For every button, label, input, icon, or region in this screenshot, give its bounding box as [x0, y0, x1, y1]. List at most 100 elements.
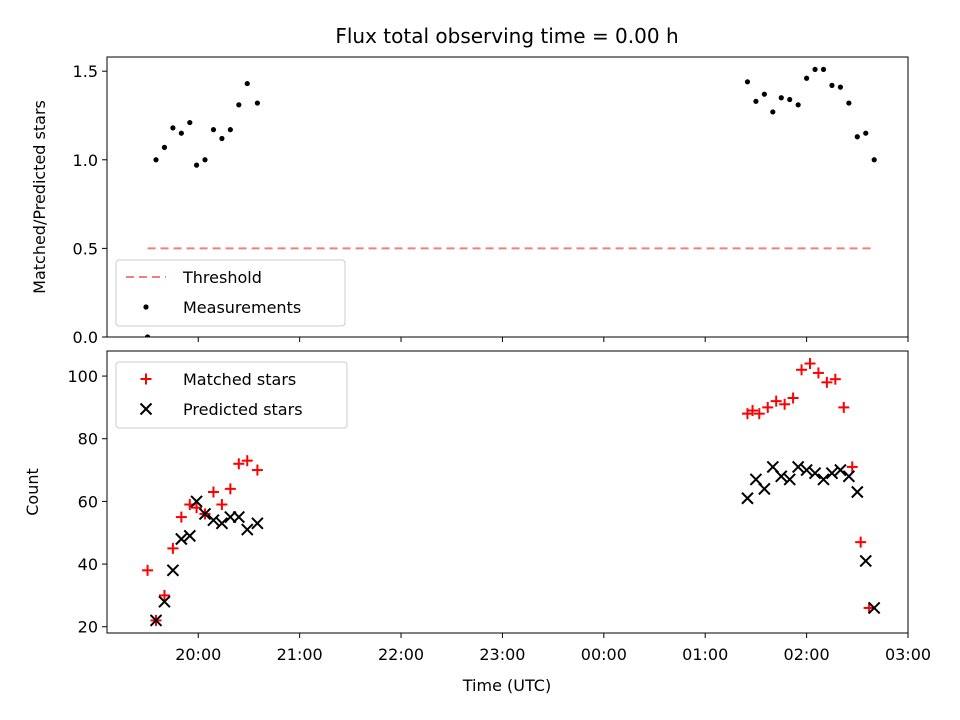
measurement-point [161, 144, 168, 150]
measurement-point [787, 96, 793, 103]
predicted-star-point [842, 470, 856, 483]
y-axis-title: Count [23, 468, 42, 516]
plot-area [142, 358, 881, 627]
predicted-star-point [800, 463, 813, 477]
legend-swatch [143, 304, 149, 310]
x-tick-label: 23:00 [479, 645, 525, 664]
predicted-star-point [158, 595, 171, 608]
matched-star-point [838, 401, 850, 413]
legend-swatch [140, 373, 152, 385]
measurement-point [770, 109, 776, 115]
measurement-point [202, 157, 208, 163]
matched-star-point [787, 392, 799, 404]
matched-star-point [812, 367, 824, 379]
measurement-point [193, 162, 200, 168]
measurement-point [846, 100, 852, 106]
legend-swatch [139, 402, 153, 416]
matched-star-point [829, 373, 841, 385]
y-tick-label: 20 [78, 618, 98, 637]
predicted-star-point [149, 614, 163, 627]
measurement-point [170, 125, 176, 131]
measurement-point [837, 84, 844, 90]
matched-star-point [191, 502, 203, 514]
measurement-point [210, 127, 217, 133]
measurement-point [804, 75, 810, 81]
predicted-star-point [783, 473, 796, 486]
measurement-point [144, 334, 151, 337]
legend-label: Predicted stars [183, 400, 303, 419]
matched-star-point [233, 458, 245, 470]
legend-label: Matched stars [183, 370, 296, 389]
predicted-star-point [851, 485, 864, 499]
matched-star-point [753, 408, 765, 420]
predicted-star-point [791, 460, 805, 474]
measurement-point [153, 157, 159, 163]
matched-star-point [779, 398, 791, 410]
predicted-star-point [232, 510, 246, 524]
count-panel: 20 40 60 80 100 20:00 21:00 22:00 23:00 00:00 01:0… [23, 350, 931, 664]
x-axis-title: Time (UTC) [462, 676, 551, 695]
matched-star-point [821, 376, 833, 388]
measurement-point [219, 135, 225, 142]
y-tick-label: 80 [78, 430, 98, 449]
predicted-star-point [834, 463, 847, 477]
matched-star-point [224, 483, 236, 495]
y-tick-label: 1.5 [73, 62, 98, 81]
x-tick-label: 20:00 [175, 645, 221, 664]
measurement-point [871, 157, 877, 163]
matched-star-point [207, 486, 219, 498]
predicted-star-point [207, 513, 220, 527]
x-tick-label: 02:00 [784, 645, 830, 664]
predicted-star-point [198, 507, 212, 521]
measurement-point [227, 127, 233, 133]
x-tick-label: 21:00 [277, 645, 323, 664]
matched-star-point [770, 395, 782, 407]
y-tick-label: 0.0 [73, 328, 98, 347]
y-tick-label: 0.5 [73, 239, 98, 258]
ratio-panel: 0.0 0.5 1.0 1.5 Matched/Predicted stars Thres… [30, 56, 909, 347]
matched-star-point [241, 455, 253, 467]
predicted-star-point [825, 466, 839, 480]
legend: Threshold Measurements [115, 259, 346, 327]
y-tick-label: 40 [78, 555, 98, 574]
predicted-star-point [175, 532, 188, 546]
x-tick-label: 22:00 [378, 645, 424, 664]
y-tick-label: 100 [67, 367, 98, 386]
matched-star-point [175, 511, 187, 523]
measurement-point [761, 91, 767, 97]
predicted-star-point [867, 601, 881, 615]
measurement-point [795, 102, 801, 108]
plot-frame [106, 56, 909, 338]
matched-star-point [158, 589, 170, 601]
predicted-star-point [817, 473, 830, 486]
measurement-point [854, 134, 860, 140]
predicted-star-point [251, 517, 264, 530]
predicted-star-point [775, 470, 788, 483]
x-tick-label: 03:00 [885, 645, 931, 664]
predicted-star-point [166, 564, 180, 577]
legend-label: Measurements [183, 298, 301, 317]
matched-star-point [142, 564, 154, 576]
predicted-star-point [183, 529, 197, 543]
matched-star-point [846, 461, 858, 473]
x-tick-label: 00:00 [581, 645, 627, 664]
matched-star-point [251, 464, 263, 476]
predicted-star-point [859, 554, 872, 568]
matched-star-point [216, 499, 228, 511]
predicted-star-point [241, 523, 254, 536]
measurement-point [236, 102, 242, 108]
predicted-star-point [215, 517, 229, 530]
y-axis-title: Matched/Predicted stars [30, 100, 49, 294]
measurement-point [812, 66, 818, 73]
matched-star-point [796, 364, 808, 376]
measurement-point [187, 119, 193, 126]
measurement-point [778, 95, 784, 101]
plot-frame [106, 350, 909, 634]
legend: Matched stars Predicted stars [115, 361, 348, 429]
measurement-point [820, 66, 827, 73]
matched-star-point [762, 401, 774, 413]
legend-label: Threshold [182, 268, 262, 287]
measurement-point [254, 100, 260, 106]
y-tick-label: 1.0 [73, 151, 98, 170]
